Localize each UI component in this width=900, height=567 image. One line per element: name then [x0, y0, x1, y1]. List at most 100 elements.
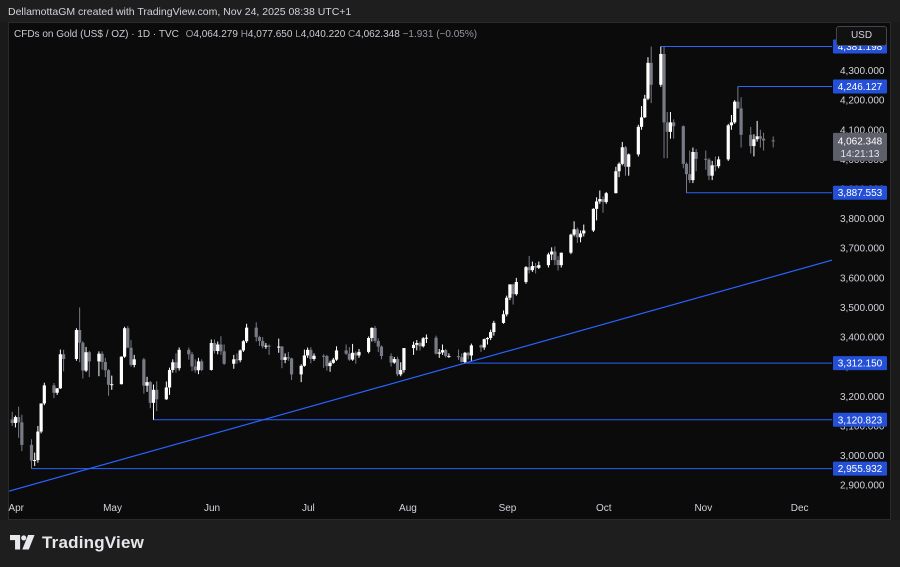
- candle-body: [639, 117, 644, 127]
- candle-body: [537, 265, 541, 268]
- candle-body: [36, 431, 40, 461]
- candle-body: [357, 351, 361, 356]
- candle-body: [758, 136, 762, 139]
- candle-body: [546, 254, 551, 266]
- x-tick-label: Jun: [204, 503, 220, 514]
- x-tick-label: Dec: [791, 503, 809, 514]
- high-label: H: [240, 29, 248, 40]
- candle-body: [87, 352, 91, 362]
- candle-body: [559, 252, 563, 266]
- candle-body: [232, 359, 236, 364]
- candle-body: [20, 422, 24, 445]
- candle-body: [594, 201, 599, 209]
- candle-body: [106, 370, 111, 385]
- candle-body: [78, 329, 82, 343]
- candle-body: [10, 419, 14, 423]
- candle-body: [501, 314, 506, 323]
- candle-body: [151, 389, 156, 403]
- candle-body: [39, 403, 43, 432]
- candle-body: [280, 346, 284, 360]
- candle-body: [755, 136, 759, 140]
- candle-body: [241, 341, 245, 351]
- candle-body: [688, 174, 692, 181]
- candle-body: [331, 359, 335, 363]
- candle-body: [148, 382, 152, 403]
- y-tick-label: 3,400.000: [840, 333, 885, 344]
- candle-body: [302, 355, 307, 366]
- candle-body: [42, 385, 46, 404]
- candle-body: [717, 159, 721, 167]
- candle-body: [447, 356, 451, 358]
- high-value: 4,077.650: [247, 29, 293, 40]
- candle-body: [575, 229, 579, 238]
- candle-body: [55, 388, 59, 393]
- x-tick-label: May: [103, 503, 122, 514]
- candle-body: [444, 350, 448, 357]
- candle-body: [376, 340, 380, 347]
- last-price-badge: [833, 132, 887, 161]
- candle-body: [187, 349, 191, 355]
- symbol-name: CFDs on Gold (US$ / OZ) · 1D · TVC: [14, 29, 179, 40]
- candle-body: [13, 417, 18, 423]
- candle-body: [694, 151, 698, 159]
- candle-body: [33, 460, 37, 462]
- open-value: 4,064.279: [193, 29, 238, 40]
- candle-body: [97, 353, 101, 362]
- candle-body: [479, 345, 483, 348]
- candle-body: [171, 362, 175, 370]
- candle-body: [533, 266, 538, 268]
- candle-body: [665, 122, 669, 132]
- symbol-legend: CFDs on Gold (US$ / OZ) · 1D · TVC O4,06…: [14, 29, 477, 40]
- candle-body: [267, 345, 271, 347]
- candle-body: [58, 354, 62, 389]
- level-badge-4: [833, 412, 887, 427]
- chart-area[interactable]: [8, 22, 891, 520]
- candle-body: [749, 134, 753, 147]
- candle-body: [322, 355, 326, 357]
- candle-body: [681, 126, 685, 164]
- candle-body: [200, 361, 204, 370]
- candle-body: [354, 352, 358, 356]
- candle-body: [174, 362, 178, 369]
- bottom-bar: [0, 520, 900, 567]
- candle-body: [196, 361, 201, 371]
- candle-body: [578, 233, 583, 238]
- candle-body: [704, 158, 708, 160]
- candle-body: [84, 352, 88, 371]
- candle-body: [283, 357, 287, 360]
- candle-body: [469, 345, 473, 356]
- x-tick-label: Jul: [302, 503, 315, 514]
- currency-button[interactable]: USD: [836, 26, 887, 46]
- candle-body: [434, 337, 438, 354]
- candle-body: [379, 346, 384, 357]
- candle-body: [569, 234, 573, 253]
- candle-body: [389, 356, 393, 363]
- change-value: −1.931 (−0.05%): [402, 29, 478, 40]
- candle-body: [370, 327, 374, 338]
- candle-body: [761, 138, 766, 141]
- candle-body: [334, 350, 339, 360]
- candle-body: [344, 350, 348, 354]
- candle-body: [636, 126, 640, 155]
- candle-body: [222, 351, 226, 364]
- candle-body: [399, 369, 403, 375]
- y-tick-label: 3,600.000: [840, 273, 885, 284]
- candle-body: [713, 165, 717, 167]
- level-badge-label: 2,955.932: [838, 464, 883, 475]
- y-tick-label: 4,300.000: [840, 66, 885, 77]
- candle-body: [350, 352, 355, 360]
- candle-body: [646, 62, 650, 99]
- candle-body: [309, 349, 313, 360]
- candle-body: [395, 359, 400, 375]
- x-tick-label: Nov: [694, 503, 712, 514]
- candle-body: [553, 251, 557, 261]
- y-tick-label: 3,500.000: [840, 303, 885, 314]
- candle-body: [328, 362, 332, 367]
- candle-body: [485, 337, 490, 340]
- candle-body: [424, 337, 429, 339]
- candle-body: [177, 349, 181, 369]
- candle-body: [110, 384, 114, 386]
- trendline: [9, 259, 832, 492]
- candle-body: [155, 389, 159, 400]
- candlestick-chart[interactable]: 2,900.0003,000.0003,100.0003,200.0003,30…: [0, 0, 900, 520]
